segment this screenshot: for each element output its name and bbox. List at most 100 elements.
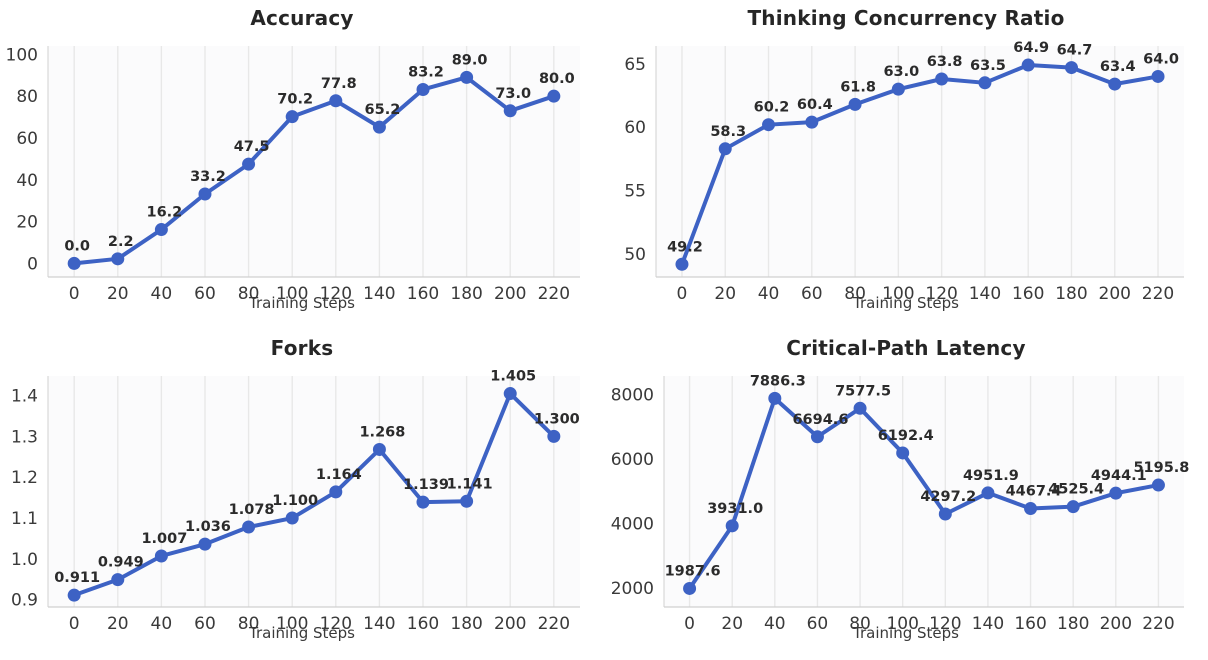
plot-tcr: 50 55 60 65 0 20 40 60 80 100 120 140 160 180 200 220 49… <box>624 40 1184 304</box>
data-point-marker <box>896 446 910 460</box>
x-tick-label: 20 <box>107 284 129 304</box>
data-point-label: 33.2 <box>190 169 226 185</box>
data-point-marker <box>416 495 430 509</box>
x-tick-label: 160 <box>1012 284 1044 304</box>
data-point-marker <box>683 581 697 595</box>
data-point-label: 64.7 <box>1057 43 1093 59</box>
data-point-marker <box>372 120 386 134</box>
data-point-label: 77.8 <box>321 76 357 92</box>
data-point-label: 4297.2 <box>920 489 976 505</box>
data-point-marker <box>242 520 256 534</box>
data-point-marker <box>1151 69 1165 83</box>
x-tick-label: 0 <box>69 614 80 634</box>
data-point-label: 1987.6 <box>665 563 721 579</box>
x-tick-label: 100 <box>276 284 308 304</box>
x-tick-label: 100 <box>882 284 914 304</box>
x-tick-label: 140 <box>363 614 395 634</box>
panel-title-accuracy: Accuracy <box>250 6 354 30</box>
data-point-label: 1.139 <box>403 477 449 493</box>
x-tick-label: 160 <box>1014 614 1046 634</box>
x-tick-label: 220 <box>1142 284 1174 304</box>
x-tick-label: 80 <box>849 614 871 634</box>
y-tick-label: 65 <box>624 55 646 75</box>
data-series-line <box>72 391 556 598</box>
x-axis-label-tcr: Training Steps <box>853 294 959 312</box>
x-tick-label: 180 <box>1057 614 1089 634</box>
y-tick-label: 8000 <box>611 386 654 406</box>
data-point-label: 60.4 <box>797 97 833 113</box>
y-tick-label: 1.1 <box>11 509 38 529</box>
x-tick-label: 40 <box>151 284 173 304</box>
x-tick-label: 180 <box>1055 284 1087 304</box>
data-point-marker <box>1109 486 1123 500</box>
y-tick-label: 1.0 <box>11 550 38 570</box>
x-tick-label: 140 <box>363 284 395 304</box>
data-point-label: 63.4 <box>1100 59 1136 75</box>
data-point-label: 1.100 <box>272 493 318 509</box>
panel-forks: Forks 0.9 1.0 1.1 1.2 1.3 1.4 0 20 40 60 80 100 120 1… <box>0 330 604 660</box>
data-point-marker <box>285 110 299 124</box>
data-point-marker <box>154 223 168 237</box>
data-point-marker <box>848 97 862 111</box>
x-tick-label: 200 <box>1100 614 1132 634</box>
data-point-label: 65.2 <box>365 102 401 118</box>
x-tick-label: 20 <box>721 614 743 634</box>
x-tick-label: 0 <box>677 284 688 304</box>
x-tick-label: 60 <box>194 284 216 304</box>
x-tick-label: 220 <box>538 614 570 634</box>
data-point-label: 63.0 <box>883 64 919 80</box>
data-point-marker <box>1064 61 1078 75</box>
y-tick-label: 80 <box>16 87 38 107</box>
data-point-marker <box>503 104 517 118</box>
y-tick-label: 60 <box>16 129 38 149</box>
data-point-marker <box>675 257 689 271</box>
x-tick-label: 20 <box>107 614 129 634</box>
x-tick-label: 140 <box>969 284 1001 304</box>
x-tick-label: 220 <box>538 284 570 304</box>
data-point-marker <box>547 429 561 443</box>
data-point-marker <box>242 157 256 171</box>
data-point-marker <box>1066 500 1080 514</box>
data-point-label: 4951.9 <box>963 468 1019 484</box>
x-tick-label: 60 <box>194 614 216 634</box>
y-tick-label: 100 <box>6 45 38 65</box>
data-point-marker <box>1024 502 1038 516</box>
y-tick-label: 6000 <box>611 450 654 470</box>
data-point-marker <box>938 507 952 521</box>
y-tick-label: 1.2 <box>11 468 38 488</box>
data-point-marker <box>198 187 212 201</box>
data-point-marker <box>853 401 867 415</box>
x-tick-label: 80 <box>238 614 260 634</box>
x-tick-label: 120 <box>320 284 352 304</box>
data-point-marker <box>503 387 517 401</box>
data-point-label: 1.164 <box>316 467 362 483</box>
data-point-label: 1.078 <box>229 502 275 518</box>
x-axis-label-forks: Training Steps <box>249 624 355 642</box>
data-point-label: 64.9 <box>1013 40 1049 56</box>
data-point-label: 4467.4 <box>1006 484 1062 500</box>
data-point-marker <box>718 142 732 156</box>
x-tick-label: 40 <box>151 614 173 634</box>
panel-title-forks: Forks <box>270 336 334 360</box>
data-point-marker <box>460 70 474 84</box>
x-tick-label: 160 <box>407 284 439 304</box>
data-point-marker <box>725 519 739 533</box>
data-point-label: 58.3 <box>710 124 746 140</box>
data-point-marker <box>935 72 949 86</box>
data-point-label: 83.2 <box>408 64 444 80</box>
data-point-marker <box>762 118 776 132</box>
data-point-label: 1.300 <box>534 411 580 427</box>
x-tick-label: 140 <box>972 614 1004 634</box>
data-point-label: 4944.1 <box>1091 468 1147 484</box>
data-point-marker <box>978 76 992 90</box>
data-point-label: 3931.0 <box>707 501 763 517</box>
x-tick-label: 0 <box>684 614 695 634</box>
data-series-line <box>687 396 1161 591</box>
data-point-label: 2.2 <box>108 234 134 250</box>
data-point-label: 1.007 <box>141 531 187 547</box>
data-point-label: 7886.3 <box>750 373 806 389</box>
data-point-label: 1.141 <box>447 476 493 492</box>
data-point-label: 64.0 <box>1143 51 1179 67</box>
data-point-label: 0.0 <box>64 238 90 254</box>
panel-tcr: Thinking Concurrency Ratio 50 55 60 65 0 20 40… <box>604 0 1208 330</box>
